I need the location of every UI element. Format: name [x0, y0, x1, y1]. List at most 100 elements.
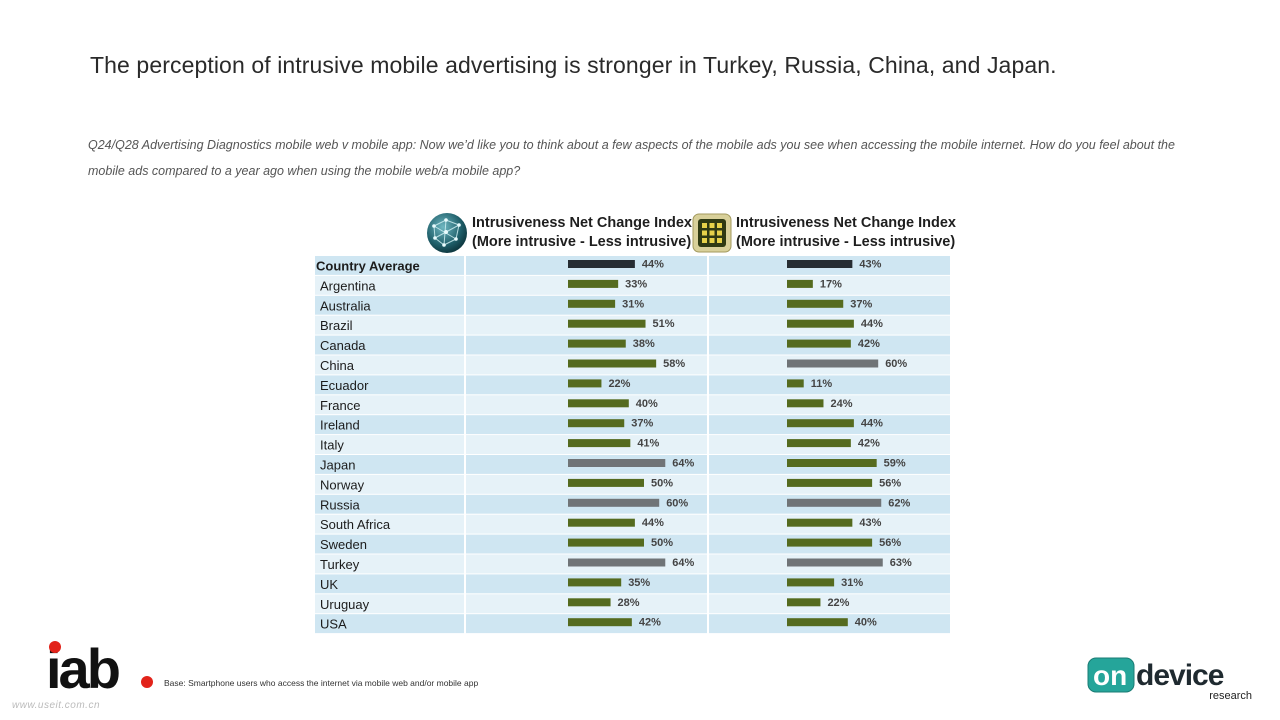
data-label: 50%	[651, 477, 673, 489]
row-bg-label	[315, 554, 464, 574]
row-bg-label	[315, 275, 464, 295]
row-bg-label	[315, 435, 464, 454]
slide-title: The perception of intrusive mobile adver…	[90, 52, 1057, 78]
row-bg-label	[315, 534, 464, 554]
data-label: 56%	[879, 477, 901, 489]
category-label: Argentina	[320, 278, 376, 293]
row-bg-label	[315, 335, 464, 355]
row-bg-label	[315, 395, 464, 415]
row-bg-label	[315, 574, 464, 594]
base-note: Base: Smartphone users who access the in…	[164, 678, 479, 688]
category-label: Sweden	[320, 537, 367, 552]
row-bg-label	[315, 514, 464, 534]
bar	[568, 518, 635, 527]
data-label: 35%	[628, 577, 650, 589]
category-label: Country Average	[316, 259, 420, 274]
bar	[787, 419, 854, 428]
ondevice-device-text: device	[1136, 659, 1224, 692]
bar	[787, 279, 813, 288]
data-label: 31%	[841, 577, 863, 589]
data-label: 58%	[663, 358, 685, 370]
row-bg-label	[315, 614, 464, 634]
category-label: Brazil	[320, 318, 353, 333]
data-label: 42%	[639, 617, 661, 629]
data-label: 22%	[608, 378, 630, 390]
row-bg-label	[315, 256, 464, 275]
mobile-app-grid-icon	[692, 213, 732, 253]
row-bg-label	[315, 315, 464, 335]
category-label: Italy	[320, 438, 344, 453]
bar	[787, 439, 851, 448]
data-label: 31%	[622, 298, 644, 310]
ondevice-research-text: research	[1209, 690, 1252, 702]
data-label: 41%	[637, 438, 659, 450]
bar	[568, 558, 666, 567]
data-label: 43%	[859, 517, 881, 529]
data-label: 50%	[651, 537, 673, 549]
data-label: 44%	[861, 318, 883, 330]
bar	[787, 558, 883, 567]
category-label: Ireland	[320, 418, 360, 433]
category-label: Turkey	[320, 557, 360, 572]
data-label: 59%	[884, 458, 906, 470]
data-label: 42%	[858, 338, 880, 350]
watermark: www.useit.com.cn	[12, 700, 101, 711]
data-label: 64%	[672, 557, 694, 569]
bar	[787, 379, 804, 388]
series-app-title: Intrusiveness Net Change Index (More int…	[736, 215, 956, 250]
bar	[787, 339, 851, 348]
data-label: 60%	[885, 358, 907, 370]
row-bg-label	[315, 594, 464, 614]
bar	[787, 319, 854, 328]
bar	[568, 379, 602, 388]
data-label: 56%	[879, 537, 901, 549]
bar	[787, 578, 835, 587]
bar	[568, 339, 626, 348]
category-label: Australia	[320, 298, 371, 313]
bar	[568, 578, 622, 587]
bar	[787, 618, 848, 627]
row-bg-label	[315, 295, 464, 315]
category-label: Ecuador	[320, 378, 369, 393]
data-label: 24%	[830, 398, 852, 410]
bar	[787, 478, 873, 487]
row-bg-label	[315, 474, 464, 494]
column-header-app: Intrusiveness Net Change Index (More int…	[692, 212, 956, 254]
row-bg-label	[315, 494, 464, 514]
row-bg-label	[315, 375, 464, 395]
bar	[568, 319, 646, 328]
category-label: Uruguay	[320, 597, 370, 612]
iab-logo: iab	[46, 640, 153, 698]
bar	[568, 598, 611, 607]
row-bg-label	[315, 415, 464, 435]
bar	[787, 399, 824, 408]
bar	[787, 498, 882, 507]
data-label: 60%	[666, 497, 688, 509]
series-web-title: Intrusiveness Net Change Index (More int…	[472, 215, 692, 250]
data-label: 40%	[636, 398, 658, 410]
bar	[568, 279, 619, 288]
data-label: 37%	[850, 298, 872, 310]
bar	[568, 538, 644, 547]
data-label: 44%	[861, 418, 883, 430]
bar	[568, 459, 666, 467]
row-bg-app	[709, 375, 950, 395]
survey-question: Q24/Q28 Advertising Diagnostics mobile w…	[88, 138, 1175, 178]
bar	[568, 299, 616, 308]
category-label: France	[320, 398, 360, 413]
bar	[787, 598, 821, 607]
row-bg-label	[315, 355, 464, 375]
data-label: 64%	[672, 458, 694, 470]
category-label: Japan	[320, 458, 355, 473]
data-label: 33%	[625, 278, 647, 290]
data-label: 63%	[890, 557, 912, 569]
data-label: 38%	[633, 338, 655, 350]
row-bg-app	[709, 275, 950, 295]
bar	[568, 399, 629, 408]
bar	[787, 538, 873, 547]
bar	[568, 618, 632, 627]
data-label: 44%	[642, 517, 664, 529]
data-label: 22%	[827, 597, 849, 609]
bar	[568, 260, 635, 268]
data-label: 11%	[811, 378, 833, 390]
